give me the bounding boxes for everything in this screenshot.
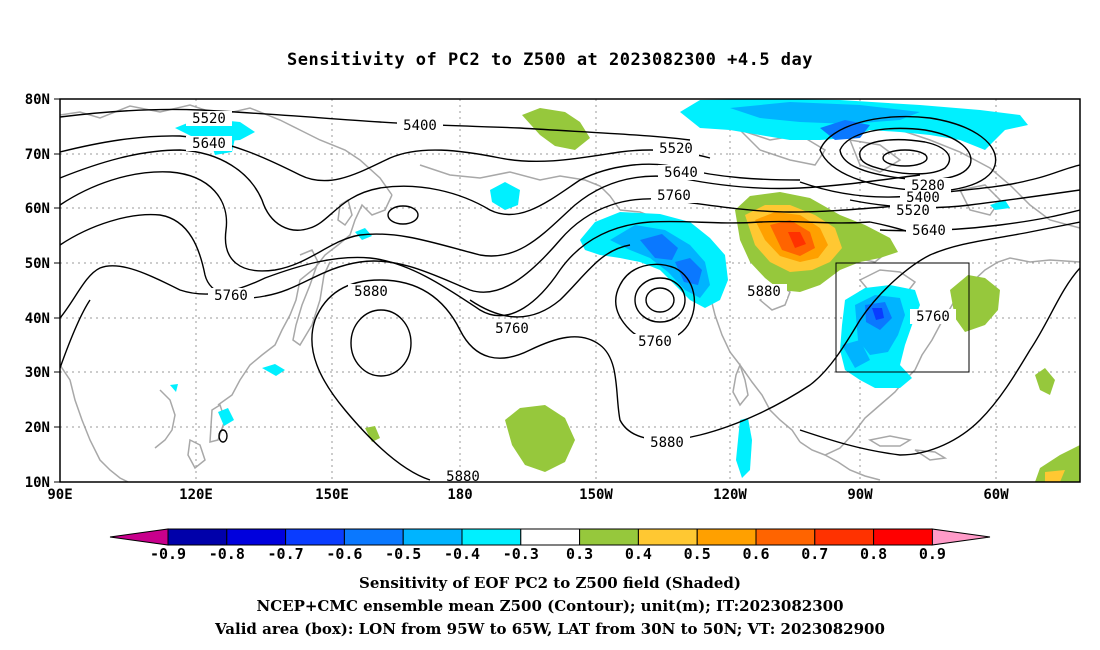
z500-contours: [60, 108, 1080, 481]
contour-label: 5520: [896, 203, 930, 219]
colorbar-label: 0.7: [801, 545, 828, 563]
contour-label: 5400: [906, 190, 940, 206]
colorbar-label: 0.6: [742, 545, 769, 563]
caption-valid-area: Valid area (box): LON from 95W to 65W, L…: [215, 620, 885, 638]
colorbar-label: 0.4: [625, 545, 652, 563]
colorbar-segment: [285, 528, 345, 546]
contour-label: 5520: [659, 141, 693, 157]
colorbar-segment: [696, 528, 757, 546]
colorbar-label: -0.4: [444, 545, 480, 563]
colorbar-segment: [873, 528, 933, 546]
lat-tick-label: 80N: [25, 92, 50, 108]
colorbar-label: -0.5: [385, 545, 421, 563]
lon-tick-label: 90W: [847, 487, 873, 503]
colorbar-segment: [579, 528, 639, 546]
contour-label: 5640: [912, 223, 946, 239]
colorbar-segment: [637, 528, 698, 546]
contour-label: 5880: [747, 284, 781, 300]
lon-tick-label: 90E: [47, 487, 72, 503]
lon-tick-label: 120E: [179, 487, 213, 503]
lon-axis: 90E 120E 150E 180 150W 120W 90W 60W: [47, 487, 1009, 503]
colorbar-label: -0.6: [326, 545, 362, 563]
lat-tick-label: 10N: [25, 475, 50, 491]
colorbar-low-arrow: [109, 528, 169, 546]
lon-tick-label: 150W: [579, 487, 613, 503]
colorbar-segment: [814, 528, 875, 546]
contour-label: 5760: [495, 321, 529, 337]
lat-tick-label: 30N: [25, 365, 50, 381]
map-title: Sensitivity of PC2 to Z500 at 2023082300…: [286, 50, 813, 70]
lat-axis: 80N 70N 60N 50N 40N 30N 20N 10N: [25, 92, 60, 491]
colorbar-segment: [167, 528, 228, 546]
lat-tick-label: 60N: [25, 201, 50, 217]
colorbar-label: 0.8: [860, 545, 887, 563]
colorbar-label: -0.7: [268, 545, 304, 563]
colorbar-label: -0.8: [209, 545, 245, 563]
colorbar-label: -0.3: [503, 545, 539, 563]
colorbar-segment: [755, 528, 816, 546]
contour-label: 5640: [192, 136, 226, 152]
colorbar-label: 0.9: [919, 545, 946, 563]
contour-label: 5880: [354, 284, 388, 300]
lat-tick-label: 70N: [25, 147, 50, 163]
caption-contour: NCEP+CMC ensemble mean Z500 (Contour); u…: [256, 597, 844, 615]
contour-label: 5760: [638, 334, 672, 350]
lat-tick-label: 20N: [25, 420, 50, 436]
colorbar: -0.9 -0.8 -0.7 -0.6 -0.5 -0.4 -0.3 0.3 0.4 0.5 0.6…: [109, 528, 991, 563]
colorbar-label: 0.5: [684, 545, 711, 563]
colorbar-segment: [461, 528, 522, 546]
map-plot-area: 5520 5640 5400 5520 5640 5760 5280 5400 …: [60, 99, 1080, 485]
colorbar-segment: [402, 528, 463, 546]
lon-tick-label: 120W: [713, 487, 747, 503]
lat-tick-label: 40N: [25, 311, 50, 327]
valid-area-box: [835, 262, 970, 373]
contour-label: 5880: [446, 469, 480, 485]
contour-label: 5520: [192, 111, 226, 127]
caption-shaded: Sensitivity of EOF PC2 to Z500 field (Sh…: [359, 574, 741, 592]
lat-lon-grid: [60, 99, 1080, 482]
colorbar-label: 0.3: [566, 545, 593, 563]
contour-label: 5760: [916, 309, 950, 325]
sensitivity-shading: [170, 99, 1080, 482]
contour-label: 5760: [657, 188, 691, 204]
contour-label: 5880: [650, 435, 684, 451]
lon-tick-label: 150E: [315, 487, 349, 503]
lon-tick-label: 180: [447, 487, 472, 503]
plot-frame: [59, 98, 1081, 483]
colorbar-segment: [520, 528, 581, 546]
contour-labels: 5520 5640 5400 5520 5640 5760 5280 5400 …: [186, 111, 956, 485]
colorbar-high-arrow: [931, 528, 991, 546]
colorbar-segment: [226, 528, 287, 546]
contour-label: 5400: [403, 118, 437, 134]
contour-label: 5760: [214, 288, 248, 304]
contour-label: 5640: [664, 165, 698, 181]
lat-tick-label: 50N: [25, 256, 50, 272]
colorbar-segment: [343, 528, 404, 546]
lon-tick-label: 60W: [983, 487, 1009, 503]
colorbar-label: -0.9: [150, 545, 186, 563]
